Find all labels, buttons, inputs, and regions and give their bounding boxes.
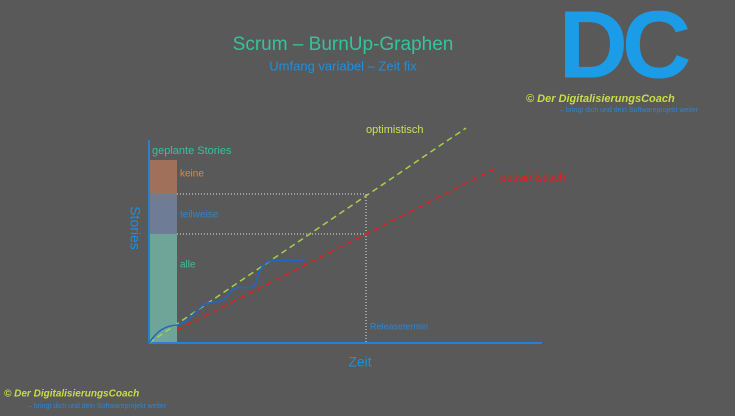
line-label: optimistisch [366, 124, 423, 136]
bar-title: geplante Stories [152, 145, 232, 157]
segment-label: keine [180, 169, 204, 180]
footer-brand: © Der DigitalisierungsCoach [4, 389, 139, 400]
segment-none [149, 160, 177, 194]
title: Scrum – BurnUp-Graphen [233, 34, 454, 55]
segment-partial [149, 194, 177, 234]
actual-curve [148, 259, 306, 344]
line-label: pessimistisch [500, 172, 565, 184]
x-axis-label: Zeit [348, 354, 371, 370]
segment-label: alle [180, 260, 196, 271]
logo-mark: DC [559, 0, 689, 98]
subtitle: Umfang variabel – Zeit fix [269, 58, 417, 73]
logo-tagline: – bringt dich und dein Softwareprojekt w… [560, 107, 699, 114]
guide-lines [177, 193, 367, 343]
y-axis-label: Stories [127, 206, 143, 250]
segment-label: teilweise [180, 210, 219, 221]
pessimistic-line [176, 166, 499, 331]
segment-all [149, 234, 177, 343]
footer-tagline: – bringt dich und dein Softwareprojekt w… [28, 403, 167, 410]
logo-brand: © Der DigitalisierungsCoach [526, 93, 675, 105]
release-label: Releasetermin [370, 321, 428, 331]
